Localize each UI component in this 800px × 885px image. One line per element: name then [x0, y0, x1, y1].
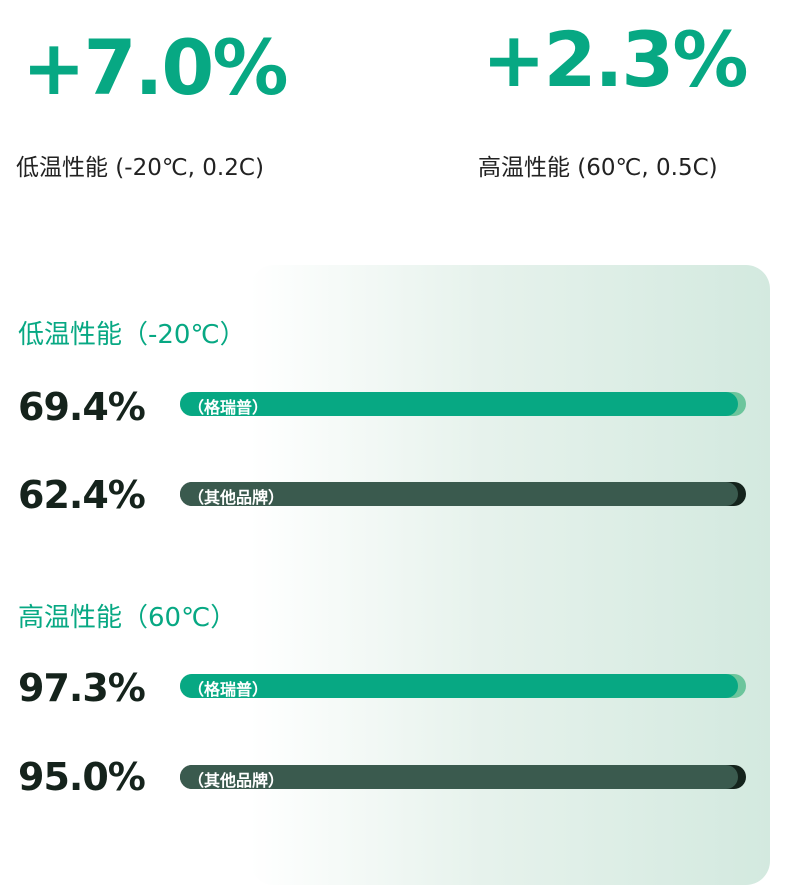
value-label: 62.4% — [18, 473, 146, 517]
bar-high-grepow: （格瑞普） — [180, 674, 746, 699]
chart-panel — [250, 265, 770, 885]
bar-high-other: （其他品牌） — [180, 765, 746, 790]
low-temp-improvement: +7.0% — [22, 23, 288, 112]
bar-label: （格瑞普） — [188, 680, 269, 699]
bar-label: （格瑞普） — [188, 398, 269, 417]
low-temp-caption: 低温性能 (-20℃, 0.2C) — [16, 155, 264, 181]
bar-low-other: （其他品牌） — [180, 482, 746, 507]
high-temp-chart-title: 高温性能（60℃） — [18, 603, 237, 633]
high-temp-improvement: +2.3% — [482, 15, 748, 104]
value-label: 97.3% — [18, 666, 146, 710]
bar-low-grepow: （格瑞普） — [180, 392, 746, 417]
low-temp-chart-title: 低温性能（-20℃） — [18, 320, 246, 350]
bar-label: （其他品牌） — [188, 488, 285, 507]
value-label: 69.4% — [18, 385, 146, 429]
bar-label: （其他品牌） — [188, 771, 285, 790]
value-label: 95.0% — [18, 755, 146, 799]
high-temp-caption: 高温性能 (60℃, 0.5C) — [478, 155, 718, 181]
